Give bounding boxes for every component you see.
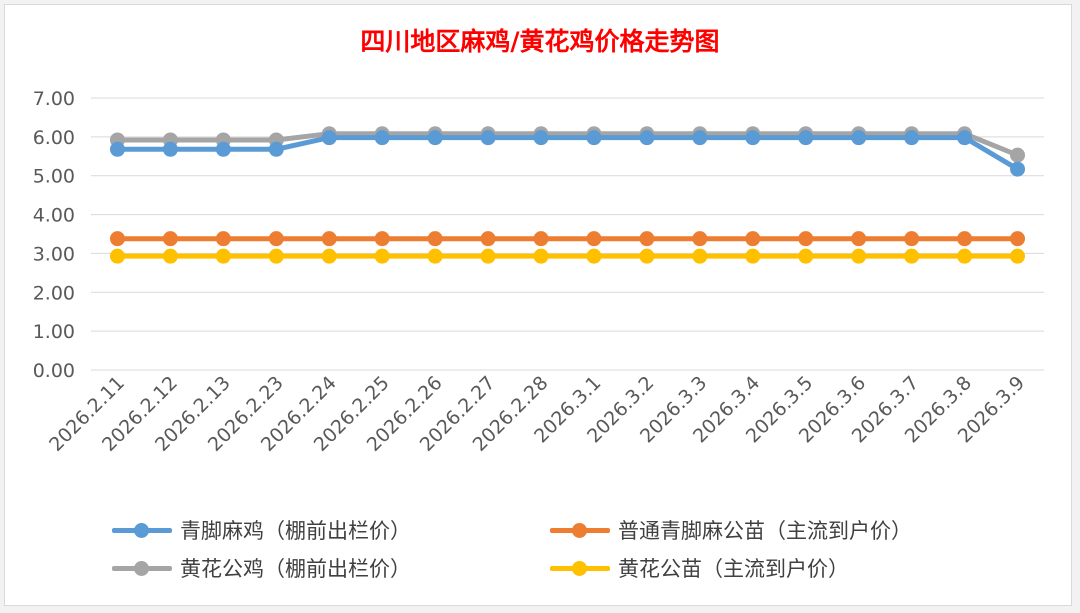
- data-point: [639, 248, 655, 264]
- data-point: [1010, 147, 1026, 163]
- data-point: [374, 248, 390, 264]
- data-point: [109, 141, 125, 157]
- data-point: [586, 248, 602, 264]
- data-point: [480, 248, 496, 264]
- data-point: [1010, 161, 1026, 177]
- y-tick-label: 2.00: [33, 282, 75, 304]
- data-point: [162, 141, 178, 157]
- y-tick-label: 5.00: [33, 166, 75, 188]
- legend-label: 普通青脚麻公苗（主流到户价）: [618, 519, 912, 543]
- data-point: [692, 130, 708, 146]
- data-point: [745, 130, 761, 146]
- data-point: [215, 141, 231, 157]
- data-point: [798, 248, 814, 264]
- series-line: [115, 135, 1020, 172]
- legend-swatch: [550, 515, 610, 545]
- data-point: [639, 231, 655, 247]
- series-line: [115, 131, 1020, 158]
- chart-card: [4, 4, 1072, 606]
- data-point: [480, 130, 496, 146]
- y-tick-label: 6.00: [33, 127, 75, 149]
- data-point: [1010, 248, 1026, 264]
- data-point: [533, 130, 549, 146]
- data-point: [1010, 231, 1026, 247]
- legend-label: 黄花公鸡（棚前出栏价）: [180, 557, 411, 581]
- data-point: [745, 231, 761, 247]
- data-point: [586, 130, 602, 146]
- legend-label: 青脚麻鸡（棚前出栏价）: [180, 519, 411, 543]
- data-point: [162, 248, 178, 264]
- data-point: [480, 231, 496, 247]
- data-point: [957, 130, 973, 146]
- data-point: [745, 248, 761, 264]
- data-point: [374, 231, 390, 247]
- data-point: [533, 231, 549, 247]
- legend-swatch: [550, 553, 610, 583]
- legend-item: 黄花公鸡（棚前出栏价）: [112, 553, 411, 583]
- data-point: [321, 231, 337, 247]
- data-point: [268, 231, 284, 247]
- data-point: [904, 130, 920, 146]
- y-tick-label: 1.00: [33, 321, 75, 343]
- data-point: [427, 248, 443, 264]
- legend-swatch: [112, 515, 172, 545]
- data-point: [851, 130, 867, 146]
- data-point: [851, 231, 867, 247]
- y-tick-label: 7.00: [33, 88, 75, 110]
- data-point: [533, 248, 549, 264]
- legend-item: 黄花公苗（主流到户价）: [550, 553, 849, 583]
- data-point: [957, 248, 973, 264]
- data-point: [162, 231, 178, 247]
- data-point: [904, 248, 920, 264]
- data-point: [268, 141, 284, 157]
- data-point: [427, 231, 443, 247]
- data-point: [639, 130, 655, 146]
- data-point: [268, 248, 284, 264]
- y-tick-label: 3.00: [33, 243, 75, 265]
- data-point: [798, 130, 814, 146]
- data-point: [904, 231, 920, 247]
- y-tick-label: 0.00: [33, 360, 75, 382]
- data-point: [215, 248, 231, 264]
- data-point: [957, 231, 973, 247]
- data-point: [851, 248, 867, 264]
- data-point: [374, 130, 390, 146]
- legend-item: 青脚麻鸡（棚前出栏价）: [112, 515, 411, 545]
- data-point: [321, 248, 337, 264]
- data-point: [692, 248, 708, 264]
- y-tick-label: 4.00: [33, 205, 75, 227]
- data-point: [321, 130, 337, 146]
- legend-swatch: [112, 553, 172, 583]
- legend-item: 普通青脚麻公苗（主流到户价）: [550, 515, 912, 545]
- data-point: [692, 231, 708, 247]
- data-point: [215, 231, 231, 247]
- data-point: [586, 231, 602, 247]
- chart-title: 四川地区麻鸡/黄花鸡价格走势图: [360, 27, 720, 56]
- data-point: [109, 248, 125, 264]
- legend-label: 黄花公苗（主流到户价）: [618, 557, 849, 581]
- data-point: [798, 231, 814, 247]
- data-point: [109, 231, 125, 247]
- data-point: [427, 130, 443, 146]
